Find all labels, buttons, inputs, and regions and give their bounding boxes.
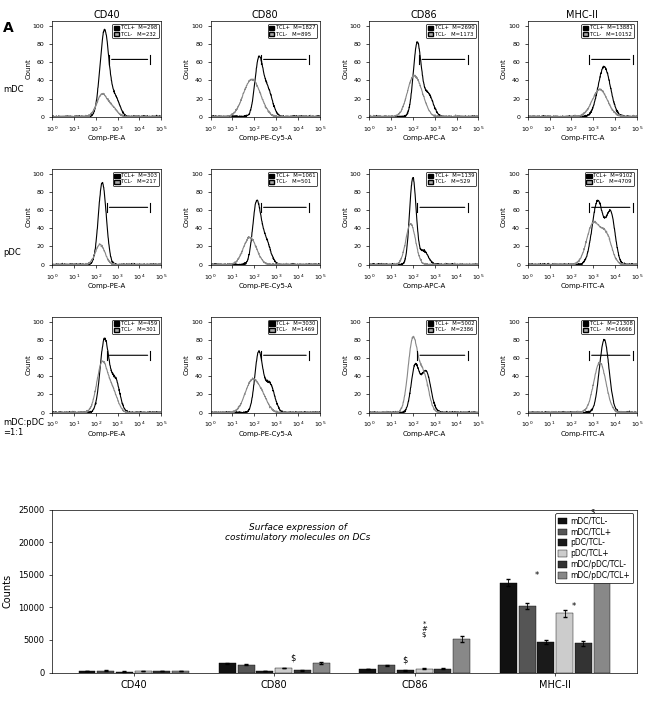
Bar: [257, 671, 274, 673]
Bar: [98, 670, 114, 673]
Y-axis label: Count: Count: [184, 355, 190, 375]
Text: pDC: pDC: [3, 248, 21, 257]
Y-axis label: Count: Count: [343, 59, 348, 79]
Y-axis label: Count: Count: [25, 207, 31, 227]
Title: CD40: CD40: [94, 11, 120, 21]
Bar: [79, 671, 96, 673]
Legend: TCL+  M=3030, TCL-   M=1469: TCL+ M=3030, TCL- M=1469: [268, 320, 317, 334]
Bar: [153, 671, 170, 673]
X-axis label: Comp-PE-A: Comp-PE-A: [88, 283, 126, 289]
Y-axis label: Count: Count: [343, 355, 348, 375]
Text: $
#
*: $ # *: [590, 509, 595, 526]
Bar: [519, 606, 536, 673]
Y-axis label: Counts: Counts: [3, 574, 12, 608]
Bar: [378, 665, 395, 673]
Legend: TCL+  M=1139, TCL-   M=529: TCL+ M=1139, TCL- M=529: [426, 172, 476, 186]
Text: *
#
$: * # $: [421, 621, 427, 638]
Text: mDC: mDC: [3, 85, 24, 94]
Bar: [593, 535, 610, 673]
Y-axis label: Count: Count: [501, 59, 507, 79]
X-axis label: Comp-PE-Cy5-A: Comp-PE-Cy5-A: [238, 135, 292, 141]
Title: CD80: CD80: [252, 11, 279, 21]
Y-axis label: Count: Count: [501, 207, 507, 227]
Title: MHC-II: MHC-II: [566, 11, 598, 21]
Legend: TCL+  M=303, TCL-   M=217: TCL+ M=303, TCL- M=217: [112, 172, 159, 186]
X-axis label: Comp-FITC-A: Comp-FITC-A: [560, 431, 604, 437]
Y-axis label: Count: Count: [184, 59, 190, 79]
Text: $: $: [402, 655, 408, 664]
Bar: [397, 670, 414, 673]
Bar: [116, 672, 133, 673]
Y-axis label: Count: Count: [184, 207, 190, 227]
X-axis label: Comp-PE-A: Comp-PE-A: [88, 431, 126, 437]
Title: CD86: CD86: [410, 11, 437, 21]
Bar: [294, 670, 311, 673]
Bar: [135, 671, 151, 673]
Legend: TCL+  M=21308, TCL-   M=16666: TCL+ M=21308, TCL- M=16666: [582, 320, 634, 334]
Bar: [313, 663, 330, 673]
Legend: TCL+  M=9102, TCL-   M=4709: TCL+ M=9102, TCL- M=4709: [585, 172, 634, 186]
Bar: [500, 583, 517, 673]
X-axis label: Comp-PE-Cy5-A: Comp-PE-Cy5-A: [238, 283, 292, 289]
Legend: TCL+  M=2690, TCL-   M=1173: TCL+ M=2690, TCL- M=1173: [426, 24, 476, 38]
Legend: TCL+  M=459, TCL-   M=301: TCL+ M=459, TCL- M=301: [112, 320, 159, 334]
X-axis label: Comp-APC-A: Comp-APC-A: [402, 431, 445, 437]
X-axis label: Comp-FITC-A: Comp-FITC-A: [560, 135, 604, 141]
Legend: TCL+  M=1827, TCL-   M=895: TCL+ M=1827, TCL- M=895: [268, 24, 317, 38]
Bar: [415, 668, 432, 673]
Bar: [453, 639, 470, 673]
Legend: TCL+  M=5002, TCL-   M=2386: TCL+ M=5002, TCL- M=2386: [426, 320, 476, 334]
Y-axis label: Count: Count: [25, 355, 31, 375]
X-axis label: Comp-APC-A: Comp-APC-A: [402, 135, 445, 141]
Legend: mDC/TCL-, mDC/TCL+, pDC/TCL-, pDC/TCL+, mDC/pDC/TCL-, mDC/pDC/TCL+: mDC/TCL-, mDC/TCL+, pDC/TCL-, pDC/TCL+, …: [555, 513, 633, 583]
Bar: [556, 613, 573, 673]
Y-axis label: Count: Count: [501, 355, 507, 375]
Text: *: *: [534, 571, 539, 580]
Bar: [575, 644, 592, 673]
Text: Surface expression of
costimulatory molecules on DCs: Surface expression of costimulatory mole…: [225, 523, 370, 542]
Bar: [172, 671, 189, 673]
Legend: TCL+  M=1061, TCL-   M=501: TCL+ M=1061, TCL- M=501: [268, 172, 317, 186]
Text: $: $: [291, 653, 296, 663]
Legend: TCL+  M=13881, TCL-   M=10152: TCL+ M=13881, TCL- M=10152: [582, 24, 634, 38]
X-axis label: Comp-PE-A: Comp-PE-A: [88, 135, 126, 141]
Bar: [275, 668, 292, 673]
Y-axis label: Count: Count: [343, 207, 348, 227]
X-axis label: Comp-PE-Cy5-A: Comp-PE-Cy5-A: [238, 431, 292, 437]
Legend: TCL+  M=298, TCL-   M=232: TCL+ M=298, TCL- M=232: [112, 24, 159, 38]
Text: A: A: [3, 21, 14, 35]
Bar: [434, 668, 451, 673]
Bar: [538, 642, 554, 673]
X-axis label: Comp-FITC-A: Comp-FITC-A: [560, 283, 604, 289]
Bar: [359, 669, 376, 673]
X-axis label: Comp-APC-A: Comp-APC-A: [402, 283, 445, 289]
Text: mDC:pDC
=1:1: mDC:pDC =1:1: [3, 418, 44, 437]
Y-axis label: Count: Count: [25, 59, 31, 79]
Bar: [219, 663, 236, 673]
Text: *: *: [572, 603, 576, 611]
Bar: [238, 665, 255, 673]
